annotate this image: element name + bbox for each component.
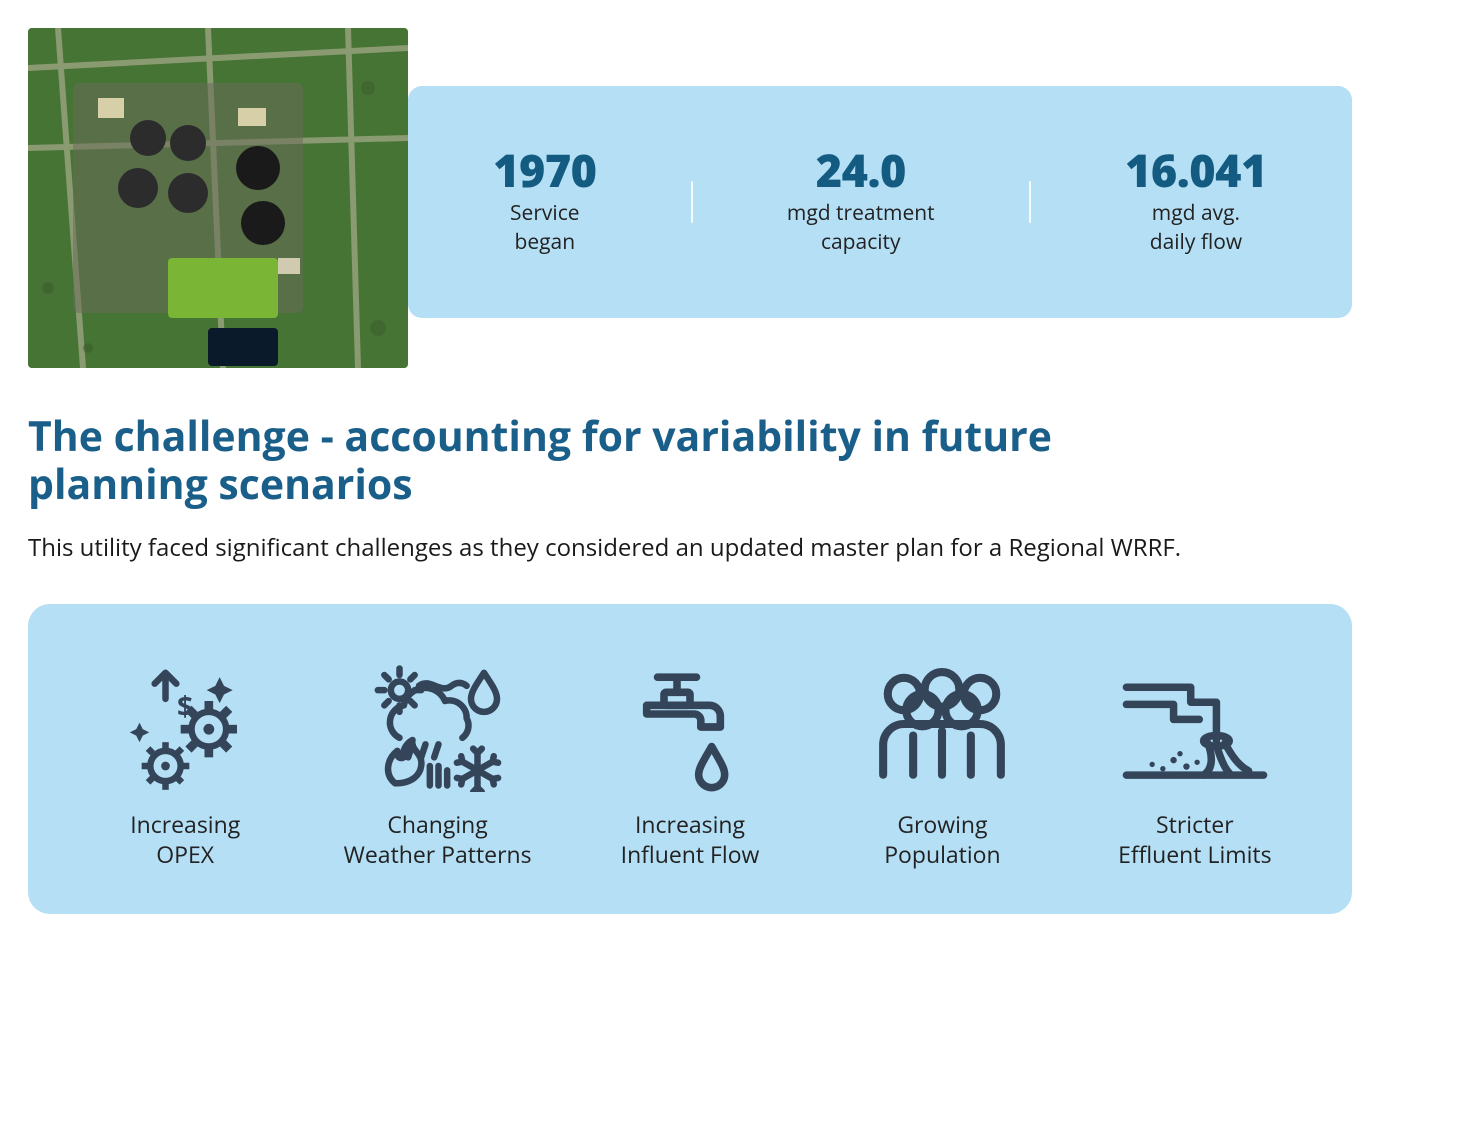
challenge-label: Increasing Influent Flow [621, 810, 760, 870]
challenge-label: Stricter Effluent Limits [1118, 810, 1271, 870]
aerial-photo [28, 28, 408, 368]
faucet-drop-icon [615, 662, 765, 792]
stats-card: 1970 Service began 24.0 mgd treatment ca… [408, 86, 1352, 318]
svg-text:$: $ [177, 688, 193, 726]
challenge-label: Changing Weather Patterns [344, 810, 532, 870]
stat-label: mgd treatment capacity [787, 199, 935, 256]
stat-service-began: 1970 Service began [465, 148, 624, 256]
stat-value: 1970 [493, 148, 596, 193]
stat-value: 24.0 [787, 148, 935, 193]
stat-divider [1029, 181, 1031, 223]
gear-money-icon: $ [110, 662, 260, 792]
top-row: 1970 Service began 24.0 mgd treatment ca… [28, 28, 1352, 368]
stat-treatment-capacity: 24.0 mgd treatment capacity [759, 148, 963, 256]
stat-divider [691, 181, 693, 223]
outfall-pipe-icon [1120, 662, 1270, 792]
section-title: The challenge - accounting for variabili… [28, 412, 1128, 509]
challenge-population: Growing Population [825, 662, 1059, 870]
challenge-opex: $ [68, 662, 302, 870]
stat-label: mgd avg. daily flow [1125, 199, 1267, 256]
page-root: 1970 Service began 24.0 mgd treatment ca… [0, 0, 1474, 974]
people-group-icon [867, 662, 1017, 792]
weather-icon [363, 662, 513, 792]
challenges-card: $ [28, 604, 1352, 914]
section-lede: This utility faced significant challenge… [28, 531, 1352, 565]
challenge-label: Increasing OPEX [130, 810, 240, 870]
challenge-weather: Changing Weather Patterns [320, 662, 554, 870]
stat-daily-flow: 16.041 mgd avg. daily flow [1097, 148, 1295, 256]
stat-label: Service began [493, 199, 596, 256]
challenge-effluent: Stricter Effluent Limits [1078, 662, 1312, 870]
challenge-influent: Increasing Influent Flow [573, 662, 807, 870]
challenge-label: Growing Population [884, 810, 1000, 870]
stat-value: 16.041 [1125, 148, 1267, 193]
